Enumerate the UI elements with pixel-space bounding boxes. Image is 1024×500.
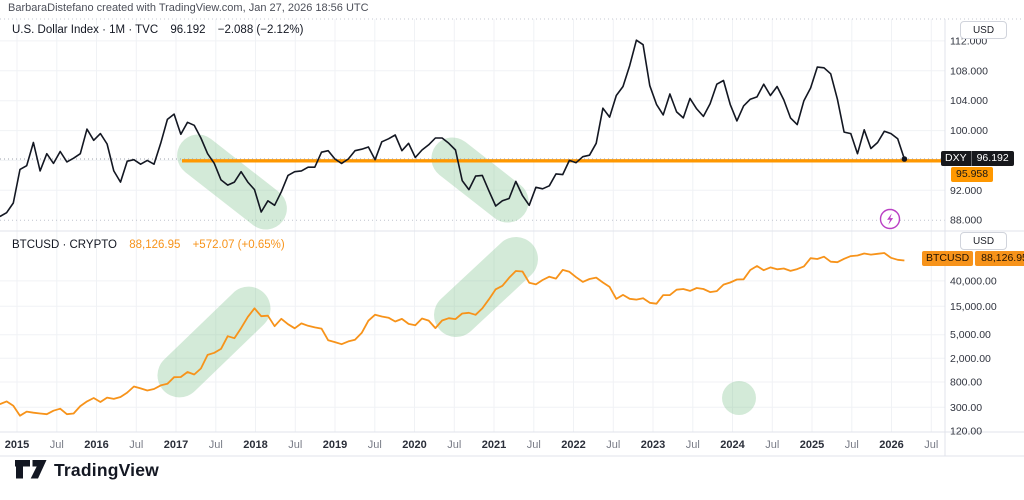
btc-price-badge: BTCUSD 88,126.95 (922, 251, 1024, 266)
time-axis-label: 2016 (84, 439, 108, 451)
time-axis-label: Jul (209, 439, 223, 451)
price-axis-label: 2,000.00 (950, 353, 991, 365)
price-axis-labels: 112.000108.000104.000100.00092.00088.000… (950, 35, 997, 437)
time-axis-label: Jul (765, 439, 779, 451)
time-axis-label: 2021 (482, 439, 506, 451)
btc-legend-change: +572.07 (+0.65%) (192, 239, 285, 251)
time-axis-label: 2023 (641, 439, 665, 451)
dxy-last-price-dot (901, 156, 908, 162)
time-axis-label: 2024 (720, 439, 745, 451)
btc-series-line[interactable] (0, 252, 905, 417)
btc-currency-button[interactable]: USD (960, 232, 1007, 250)
price-axis-label: 100.000 (950, 125, 988, 137)
dxy-legend[interactable]: U.S. Dollar Index · 1M · TVC 96.192 −2.0… (12, 24, 312, 36)
ray-price-badge: 95.958 (951, 167, 994, 182)
price-axis-label: 120.00 (950, 426, 982, 438)
vertical-grid (16, 19, 932, 432)
time-axis-label: 2026 (879, 439, 903, 451)
time-axis-label: Jul (368, 439, 382, 451)
btc-badge-price: 88,126.95 (975, 251, 1024, 266)
time-axis-label: 2020 (402, 439, 426, 451)
time-axis-label: Jul (686, 439, 700, 451)
btc-legend-price: 88,126.95 (129, 239, 181, 251)
price-axis-label: 300.00 (950, 402, 982, 414)
time-axis-label: 2018 (243, 439, 267, 451)
price-axis-label: 5,000.00 (950, 329, 991, 341)
time-axis-label: Jul (924, 439, 938, 451)
time-axis-label: 2019 (323, 439, 347, 451)
price-axis-label: 40,000.00 (950, 275, 997, 287)
dxy-currency-button[interactable]: USD (960, 21, 1007, 39)
time-axis-label: 2025 (800, 439, 824, 451)
time-axis-label: 2017 (164, 439, 188, 451)
time-axis-label: Jul (50, 439, 64, 451)
time-axis-labels[interactable]: 2015 Jul 2016 Jul 2017 Jul 2018 Jul 2019 Jul 2020 J… (5, 439, 939, 451)
dxy-legend-change: −2.088 (−2.12%) (217, 24, 304, 36)
highlight-capsule (157, 286, 271, 398)
time-axis-label: Jul (288, 439, 302, 451)
tradingview-logo[interactable]: TradingView (14, 459, 159, 481)
price-axis-label: 15,000.00 (950, 301, 997, 313)
price-axis-label: 800.00 (950, 377, 982, 389)
btc-badge-symbol: BTCUSD (922, 251, 974, 266)
dxy-legend-price: 96.192 (170, 24, 206, 36)
price-axis-label: 88.000 (950, 215, 982, 227)
btc-legend-symbol[interactable]: BTCUSD · CRYPTO (12, 239, 118, 251)
dxy-price-badge: DXY 96.192 (941, 151, 1014, 166)
attribution-text: BarbaraDistefano created with TradingVie… (8, 2, 369, 14)
time-axis-label: 2022 (561, 439, 585, 451)
dxy-badge-price: 96.192 (976, 152, 1009, 164)
tradingview-logo-text: TradingView (54, 459, 159, 480)
price-axis-label: 92.000 (950, 185, 982, 197)
highlight-annotations[interactable] (148, 126, 756, 415)
time-axis-label: Jul (447, 439, 461, 451)
time-axis-label: Jul (527, 439, 541, 451)
highlight-circle (722, 381, 756, 415)
dxy-badge-symbol: DXY (941, 151, 972, 166)
price-axis-label: 108.000 (950, 65, 988, 77)
lightning-icon[interactable] (879, 208, 901, 230)
time-axis-label: Jul (129, 439, 143, 451)
time-axis-label: Jul (606, 439, 620, 451)
dxy-series-line[interactable] (0, 39, 906, 218)
dxy-legend-symbol[interactable]: U.S. Dollar Index · 1M · TVC (12, 24, 159, 36)
highlight-capsule (431, 137, 529, 223)
time-axis-label: Jul (845, 439, 859, 451)
highlight-capsule (177, 134, 287, 230)
time-axis-label: 2015 (5, 439, 29, 451)
lower-grid (0, 280, 945, 408)
btc-legend[interactable]: BTCUSD · CRYPTO 88,126.95 +572.07 (+0.65… (12, 239, 294, 251)
tradingview-logo-icon (15, 460, 47, 479)
highlight-capsule (434, 237, 538, 337)
price-axis-label: 104.000 (950, 95, 988, 107)
